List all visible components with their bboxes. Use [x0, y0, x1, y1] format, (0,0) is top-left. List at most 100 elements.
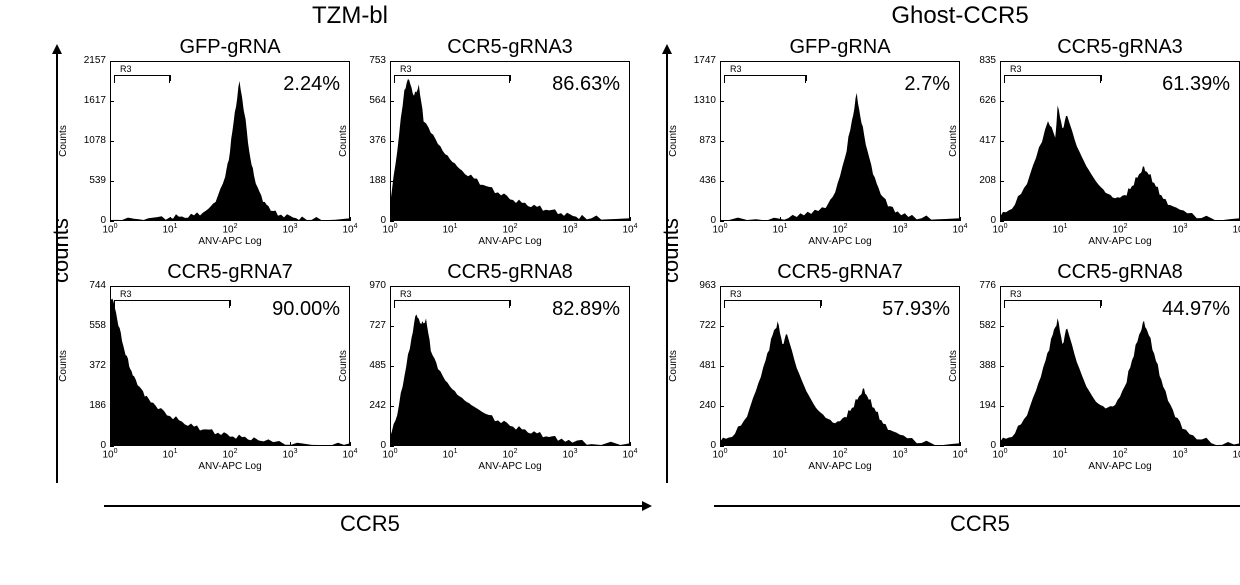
- gate-label: R3: [730, 289, 742, 299]
- gate-bracket: [394, 75, 510, 83]
- xtick-label: 100: [95, 448, 125, 460]
- xtick-label: 103: [885, 448, 915, 460]
- xtick-label: 101: [765, 448, 795, 460]
- gate-percentage: 90.00%: [272, 298, 340, 321]
- xtick-label: 102: [495, 223, 525, 235]
- ytick-label: 2157: [72, 56, 106, 66]
- gate-percentage: 44.97%: [1162, 298, 1230, 321]
- ytick-label: 558: [72, 321, 106, 331]
- inner-x-label: ANV-APC Log: [390, 236, 630, 247]
- outer-y-label: counts: [658, 218, 684, 283]
- plot-area: 0240481722963100101102103104CountsANV-AP…: [720, 286, 960, 446]
- gate-bracket: [394, 300, 510, 308]
- ytick-label: 539: [72, 176, 106, 186]
- xtick-label: 104: [615, 223, 645, 235]
- gate-bracket: [724, 300, 821, 308]
- xtick-label: 103: [555, 223, 585, 235]
- xtick-label: 103: [275, 448, 305, 460]
- plot-area: 0539107816172157100101102103104CountsANV…: [110, 61, 350, 221]
- gate-label: R3: [120, 289, 132, 299]
- ytick-label: 242: [352, 401, 386, 411]
- subplot-title: GFP-gRNA: [110, 36, 350, 59]
- plot-area: 0188376564753100101102103104CountsANV-AP…: [390, 61, 630, 221]
- xtick-label: 104: [1225, 223, 1240, 235]
- gate-label: R3: [1010, 289, 1022, 299]
- inner-y-label: Counts: [58, 125, 69, 157]
- ytick-label: 753: [352, 56, 386, 66]
- xtick-label: 103: [885, 223, 915, 235]
- subplot: CCR5-gRNA70240481722963100101102103104Co…: [720, 261, 960, 446]
- subplot: CCR5-gRNA80242485727970100101102103104Co…: [390, 261, 630, 446]
- gate-percentage: 86.63%: [552, 73, 620, 96]
- gate-bracket: [1004, 75, 1101, 83]
- ytick-label: 240: [682, 401, 716, 411]
- ytick-label: 744: [72, 281, 106, 291]
- gate-label: R3: [400, 64, 412, 74]
- xtick-label: 103: [1165, 448, 1195, 460]
- plot-area: 043687313101747100101102103104CountsANV-…: [720, 61, 960, 221]
- xtick-label: 103: [1165, 223, 1195, 235]
- inner-y-label: Counts: [948, 350, 959, 382]
- inner-y-label: Counts: [668, 125, 679, 157]
- gate-percentage: 57.93%: [882, 298, 950, 321]
- ytick-label: 1747: [682, 56, 716, 66]
- xtick-label: 100: [375, 223, 405, 235]
- inner-x-label: ANV-APC Log: [110, 236, 350, 247]
- ytick-label: 376: [352, 136, 386, 146]
- xtick-label: 103: [555, 448, 585, 460]
- ytick-label: 372: [72, 361, 106, 371]
- subplot: GFP-gRNA043687313101747100101102103104Co…: [720, 36, 960, 221]
- subplot: CCR5-gRNA80194388582776100101102103104Co…: [1000, 261, 1240, 446]
- subplot-title: CCR5-gRNA8: [390, 261, 630, 284]
- gate-bracket: [724, 75, 806, 83]
- inner-x-label: ANV-APC Log: [110, 461, 350, 472]
- gate-label: R3: [1010, 64, 1022, 74]
- outer-x-label: CCR5: [950, 511, 1010, 537]
- xtick-label: 101: [1045, 223, 1075, 235]
- subplot: CCR5-gRNA30208417626835100101102103104Co…: [1000, 36, 1240, 221]
- plot-area: 0208417626835100101102103104CountsANV-AP…: [1000, 61, 1240, 221]
- xtick-label: 101: [1045, 448, 1075, 460]
- gate-label: R3: [730, 64, 742, 74]
- subplot: GFP-gRNA0539107816172157100101102103104C…: [110, 36, 350, 221]
- xtick-label: 102: [215, 223, 245, 235]
- xtick-label: 104: [615, 448, 645, 460]
- plot-area: 0242485727970100101102103104CountsANV-AP…: [390, 286, 630, 446]
- ytick-label: 582: [962, 321, 996, 331]
- gate-bracket: [114, 75, 170, 83]
- inner-y-label: Counts: [338, 125, 349, 157]
- plot-area: 0194388582776100101102103104CountsANV-AP…: [1000, 286, 1240, 446]
- ytick-label: 1617: [72, 96, 106, 106]
- gate-bracket: [1004, 300, 1101, 308]
- ytick-label: 481: [682, 361, 716, 371]
- ytick-label: 963: [682, 281, 716, 291]
- xtick-label: 102: [215, 448, 245, 460]
- subplot-title: CCR5-gRNA3: [390, 36, 630, 59]
- inner-x-label: ANV-APC Log: [720, 236, 960, 247]
- xtick-label: 103: [275, 223, 305, 235]
- xtick-label: 101: [435, 448, 465, 460]
- subplot-title: CCR5-gRNA7: [110, 261, 350, 284]
- gate-label: R3: [120, 64, 132, 74]
- xtick-label: 100: [985, 223, 1015, 235]
- ytick-label: 835: [962, 56, 996, 66]
- ytick-label: 436: [682, 176, 716, 186]
- inner-x-label: ANV-APC Log: [1000, 236, 1240, 247]
- inner-y-label: Counts: [948, 125, 959, 157]
- ytick-label: 188: [352, 176, 386, 186]
- inner-x-label: ANV-APC Log: [720, 461, 960, 472]
- ytick-label: 970: [352, 281, 386, 291]
- inner-x-label: ANV-APC Log: [1000, 461, 1240, 472]
- outer-y-label: counts: [48, 218, 74, 283]
- xtick-label: 102: [825, 223, 855, 235]
- xtick-label: 100: [95, 223, 125, 235]
- panel-group-1: Ghost-CCR5countsCCR5GFP-gRNA043687313101…: [660, 0, 1240, 560]
- ytick-label: 727: [352, 321, 386, 331]
- inner-y-label: Counts: [338, 350, 349, 382]
- group-title: TZM-bl: [50, 2, 650, 30]
- figure-root: TZM-bl counts CCR5 GFP-gRNA0539107816172157…: [0, 0, 1240, 585]
- outer-x-label: CCR5: [340, 511, 400, 537]
- ytick-label: 564: [352, 96, 386, 106]
- xtick-label: 100: [375, 448, 405, 460]
- ytick-label: 1310: [682, 96, 716, 106]
